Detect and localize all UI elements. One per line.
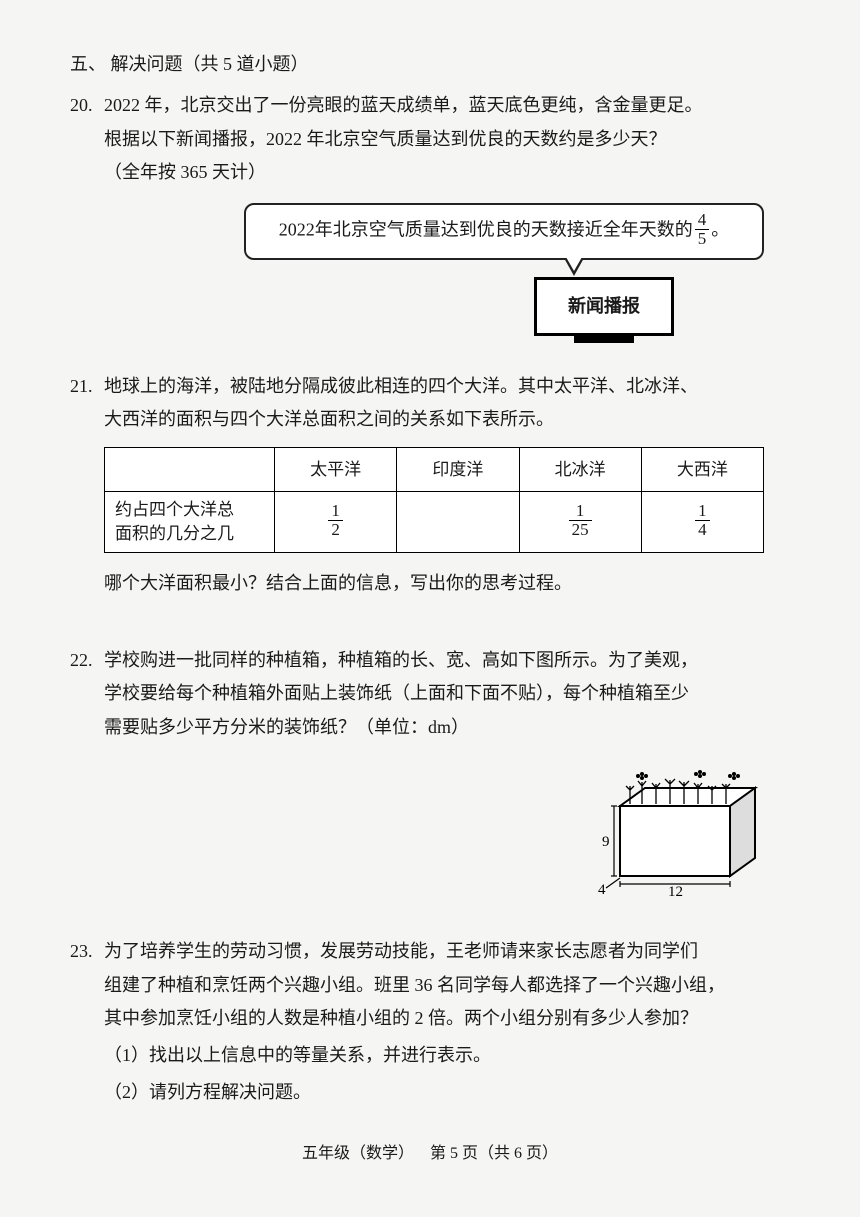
question-number: 21. — [70, 370, 93, 403]
q23-sub1: （1）找出以上信息中的等量关系，并进行表示。 — [104, 1039, 790, 1072]
tv-label: 新闻播报 — [568, 296, 640, 316]
planter-box-icon: 9 12 4 — [580, 756, 770, 896]
footer-grade: 五年级（数学） — [302, 1145, 414, 1162]
table-row: 约占四个大洋总 面积的几分之几 12 125 14 — [105, 492, 764, 553]
oceans-table: 太平洋 印度洋 北冰洋 大西洋 约占四个大洋总 面积的几分之几 12 125 1… — [104, 447, 764, 553]
q23-text-line1: 为了培养学生的劳动习惯，发展劳动技能，王老师请来家长志愿者为同学们 — [104, 935, 790, 968]
q23-sub2: （2）请列方程解决问题。 — [104, 1076, 790, 1109]
q23-text-line2: 组建了种植和烹饪两个兴趣小组。班里 36 名同学每人都选择了一个兴趣小组， — [104, 969, 790, 1002]
q21-text-line2: 大西洋的面积与四个大洋总面积之间的关系如下表所示。 — [104, 403, 790, 436]
q22-text-line2: 学校要给每个种植箱外面贴上装饰纸（上面和下面不贴），每个种植箱至少 — [104, 677, 790, 710]
table-row-label: 约占四个大洋总 面积的几分之几 — [105, 492, 275, 553]
q22-text-line3: 需要贴多少平方分米的装饰纸？（单位：dm） — [104, 711, 790, 744]
dim-length: 12 — [668, 884, 683, 896]
q20-text-line2: 根据以下新闻播报，2022 年北京空气质量达到优良的天数约是多少天？ — [104, 123, 790, 156]
table-cell-arctic: 125 — [519, 492, 641, 553]
table-header-blank — [105, 447, 275, 491]
q20-text-line1: 2022 年，北京交出了一份亮眼的蓝天成绩单，蓝天底色更纯，含金量更足。 — [104, 89, 790, 122]
q20-text-line3: （全年按 365 天计） — [104, 156, 790, 189]
table-header-atlantic: 大西洋 — [641, 447, 763, 491]
table-header-pacific: 太平洋 — [275, 447, 397, 491]
question-23: 23. 为了培养学生的劳动习惯，发展劳动技能，王老师请来家长志愿者为同学们 组建… — [70, 935, 790, 1109]
question-21: 21. 地球上的海洋，被陆地分隔成彼此相连的四个大洋。其中太平洋、北冰洋、 大西… — [70, 370, 790, 600]
table-cell-pacific: 12 — [275, 492, 397, 553]
table-header-arctic: 北冰洋 — [519, 447, 641, 491]
bubble-text-prefix: 2022年北京空气质量达到优良的天数接近全年天数的 — [279, 220, 693, 240]
table-header-indian: 印度洋 — [397, 447, 519, 491]
speech-bubble: 2022年北京空气质量达到优良的天数接近全年天数的45。 — [244, 203, 764, 260]
question-number: 22. — [70, 644, 93, 677]
tv-icon: 新闻播报 — [534, 277, 674, 336]
question-20: 20. 2022 年，北京交出了一份亮眼的蓝天成绩单，蓝天底色更纯，含金量更足。… — [70, 89, 790, 336]
table-cell-atlantic: 14 — [641, 492, 763, 553]
question-22: 22. 学校购进一批同样的种植箱，种植箱的长、宽、高如下图所示。为了美观， 学校… — [70, 644, 790, 907]
q21-after-text: 哪个大洋面积最小？结合上面的信息，写出你的思考过程。 — [104, 567, 790, 600]
dim-height: 9 — [602, 834, 610, 850]
section-number: 五、 — [70, 54, 106, 74]
bubble-text-suffix: 。 — [711, 220, 729, 240]
q21-text-line1: 地球上的海洋，被陆地分隔成彼此相连的四个大洋。其中太平洋、北冰洋、 — [104, 370, 790, 403]
section-heading: 五、 解决问题（共 5 道小题） — [70, 48, 790, 81]
q22-text-line1: 学校购进一批同样的种植箱，种植箱的长、宽、高如下图所示。为了美观， — [104, 644, 790, 677]
footer-page: 第 5 页（共 6 页） — [430, 1145, 558, 1162]
question-number: 23. — [70, 935, 93, 968]
table-row: 太平洋 印度洋 北冰洋 大西洋 — [105, 447, 764, 491]
table-cell-indian — [397, 492, 519, 553]
page-footer: 五年级（数学） 第 5 页（共 6 页） — [0, 1139, 860, 1169]
dim-width: 4 — [598, 882, 606, 896]
question-number: 20. — [70, 89, 93, 122]
speech-tail-inner-icon — [566, 257, 582, 271]
section-title-text: 解决问题（共 5 道小题） — [111, 54, 309, 74]
q23-text-line3: 其中参加烹饪小组的人数是种植小组的 2 倍。两个小组分别有多少人参加？ — [104, 1002, 790, 1035]
fraction-4-5: 45 — [695, 211, 710, 248]
